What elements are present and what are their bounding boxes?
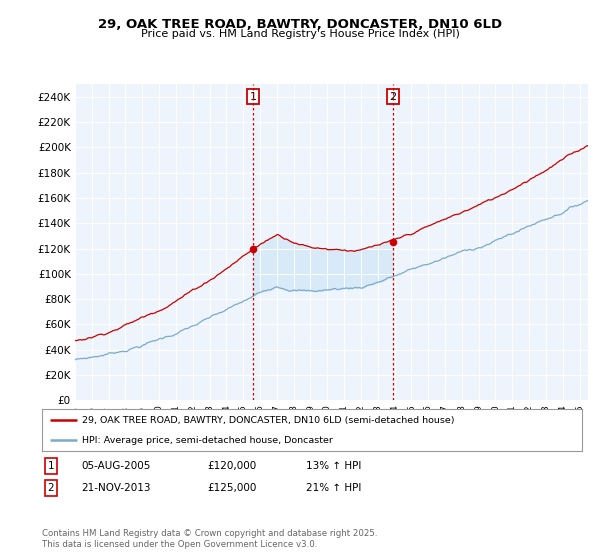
Text: £125,000: £125,000 [207, 483, 256, 493]
Text: £120,000: £120,000 [207, 461, 256, 471]
Text: Price paid vs. HM Land Registry's House Price Index (HPI): Price paid vs. HM Land Registry's House … [140, 29, 460, 39]
Text: 29, OAK TREE ROAD, BAWTRY, DONCASTER, DN10 6LD: 29, OAK TREE ROAD, BAWTRY, DONCASTER, DN… [98, 18, 502, 31]
Text: HPI: Average price, semi-detached house, Doncaster: HPI: Average price, semi-detached house,… [83, 436, 334, 445]
Text: 05-AUG-2005: 05-AUG-2005 [81, 461, 151, 471]
Text: 21% ↑ HPI: 21% ↑ HPI [306, 483, 361, 493]
Text: 13% ↑ HPI: 13% ↑ HPI [306, 461, 361, 471]
Text: 1: 1 [47, 461, 55, 471]
Text: 29, OAK TREE ROAD, BAWTRY, DONCASTER, DN10 6LD (semi-detached house): 29, OAK TREE ROAD, BAWTRY, DONCASTER, DN… [83, 416, 455, 424]
Text: 1: 1 [250, 92, 257, 102]
Text: 21-NOV-2013: 21-NOV-2013 [81, 483, 151, 493]
Text: 2: 2 [47, 483, 55, 493]
Text: Contains HM Land Registry data © Crown copyright and database right 2025.
This d: Contains HM Land Registry data © Crown c… [42, 529, 377, 549]
Text: 2: 2 [389, 92, 397, 102]
